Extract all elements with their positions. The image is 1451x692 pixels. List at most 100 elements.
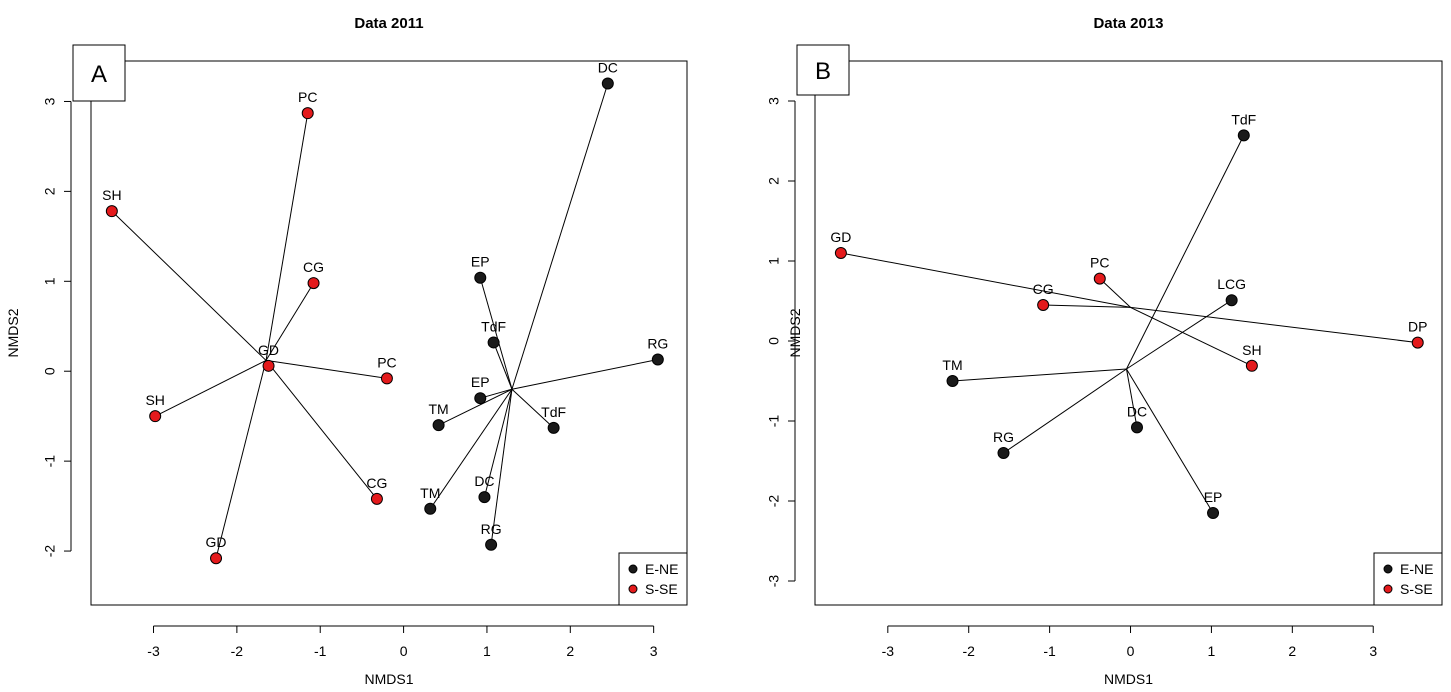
data-point <box>1237 129 1250 142</box>
x-tick-label: 3 <box>1369 643 1377 659</box>
y-tick-label: 2 <box>42 187 58 195</box>
data-point <box>1245 359 1258 372</box>
y-tick-label: -2 <box>766 495 782 508</box>
data-point <box>487 336 500 349</box>
x-tick-label: 1 <box>1208 643 1216 659</box>
point-label: GD <box>206 534 227 550</box>
data-point <box>1130 421 1143 434</box>
panel-label-box <box>796 44 850 96</box>
x-tick-label: 3 <box>650 643 658 659</box>
panel-b: Data 2013 -3 -2 -1 0 1 2 3 -3 -2 -1 0 1 2 3 NMDS1 NMDS2 G… <box>766 15 1443 687</box>
spider-line <box>154 359 267 417</box>
data-point <box>1207 507 1220 519</box>
panel-label: A <box>91 61 107 88</box>
x-tick-label: -2 <box>962 643 975 659</box>
legend-label: S-SE <box>645 581 678 597</box>
y-tick-label: -2 <box>42 545 58 558</box>
point-label: EP <box>1204 489 1223 505</box>
data-point <box>1411 336 1424 349</box>
spider-line <box>1043 304 1131 308</box>
point-label: CG <box>1033 281 1054 297</box>
data-point <box>424 502 437 515</box>
legend-box <box>618 552 688 606</box>
point-label: RG <box>481 521 502 537</box>
data-point <box>1093 272 1106 285</box>
spider-line <box>1126 368 1214 514</box>
x-tick-label: 0 <box>1127 643 1135 659</box>
legend-marker <box>1383 564 1393 574</box>
data-point <box>1037 299 1050 311</box>
legend-marker <box>628 584 638 594</box>
x-tick-label: 2 <box>1288 643 1296 659</box>
data-point <box>1225 294 1238 307</box>
x-tick-label: 2 <box>566 643 574 659</box>
plot-frame <box>90 60 688 606</box>
panel-a: Data 2011 -3 -2 -1 0 1 2 3 -2 -1 0 1 2 3 NMDS1 NMDS2 SH P… <box>5 15 688 687</box>
spider-line <box>1003 368 1127 454</box>
chart-title: Data 2011 <box>354 15 423 32</box>
point-label: CG <box>303 259 324 275</box>
point-label: GD <box>830 229 851 245</box>
point-label: LCG <box>1217 276 1246 292</box>
spider-line <box>479 277 513 390</box>
spider-line <box>952 368 1127 382</box>
spider-line <box>1130 306 1253 367</box>
x-tick-label: -2 <box>231 643 244 659</box>
y-tick-label: 1 <box>766 257 782 265</box>
point-label: EP <box>471 374 490 390</box>
spider-line <box>483 389 513 498</box>
data-point <box>301 107 314 120</box>
y-tick-label: 2 <box>766 177 782 185</box>
x-tick-label: -3 <box>882 643 895 659</box>
panel-label-box <box>72 44 126 102</box>
point-label: CG <box>366 475 387 491</box>
y-tick-label: -1 <box>42 455 58 468</box>
spider-line <box>1126 299 1232 370</box>
point-label: TM <box>942 357 962 373</box>
x-axis-label: NMDS1 <box>364 671 413 687</box>
y-tick-label: 3 <box>766 97 782 105</box>
y-tick-label: 3 <box>42 97 58 105</box>
point-label: RG <box>993 429 1014 445</box>
point-label: PC <box>377 354 396 370</box>
spider-line <box>511 359 658 390</box>
legend-label: E-NE <box>1400 561 1433 577</box>
data-point <box>380 372 393 385</box>
point-label: TdF <box>541 404 566 420</box>
data-point <box>485 538 498 551</box>
legend-label: E-NE <box>645 561 678 577</box>
point-label: TM <box>428 401 448 417</box>
spider-line <box>265 360 378 500</box>
data-point <box>210 552 223 565</box>
spider-line <box>1125 368 1138 428</box>
point-label: DP <box>1408 319 1427 335</box>
data-point <box>149 410 162 423</box>
y-tick-label: 0 <box>42 367 58 375</box>
spider-line <box>490 389 513 545</box>
data-point <box>997 447 1010 459</box>
spider-line <box>215 360 267 559</box>
legend-marker <box>628 564 638 574</box>
data-point <box>547 421 560 434</box>
spider-line <box>493 342 513 390</box>
data-point <box>105 205 118 218</box>
data-point <box>474 392 487 405</box>
point-label: RG <box>647 336 668 352</box>
point-label: PC <box>298 89 317 105</box>
data-point <box>834 247 847 259</box>
plot-frame <box>814 60 1443 606</box>
x-axis-label: NMDS1 <box>1104 671 1153 687</box>
spider-line <box>429 388 513 510</box>
data-point <box>370 492 383 505</box>
legend-box <box>1373 552 1443 606</box>
data-point <box>601 77 614 90</box>
data-point <box>307 277 320 290</box>
x-tick-label: -1 <box>314 643 327 659</box>
data-point <box>946 375 959 387</box>
spider-line <box>265 282 314 361</box>
point-label: GD <box>258 342 279 358</box>
spider-line <box>1099 278 1131 308</box>
point-label: SH <box>145 392 164 408</box>
point-label: SH <box>102 187 121 203</box>
